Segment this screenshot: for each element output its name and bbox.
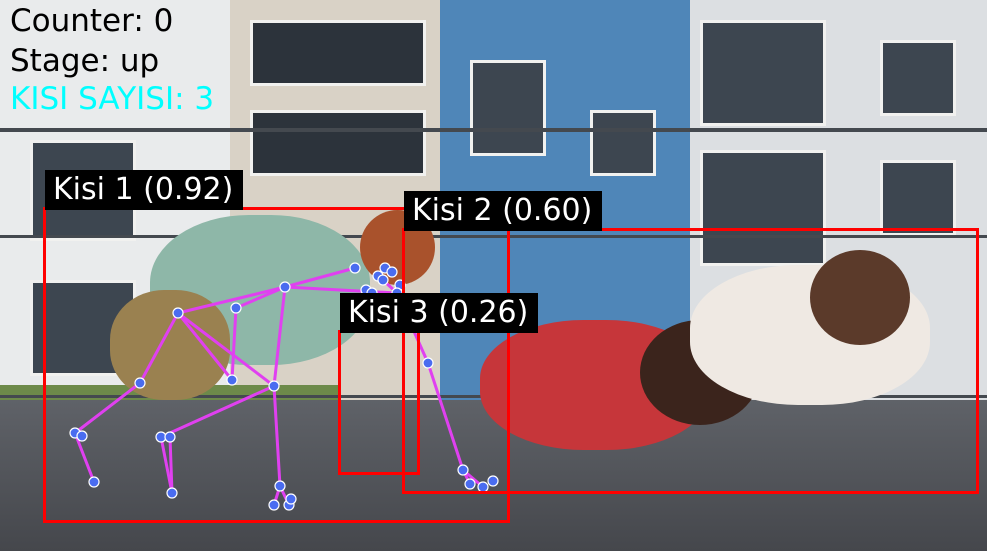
detection-label-3: Kisi 3 (0.26) [340, 293, 539, 333]
stage-label: Stage: [10, 43, 111, 79]
window [590, 110, 656, 176]
window [250, 110, 426, 176]
keypoint-head4 [377, 274, 389, 286]
skeleton-limb [426, 361, 465, 472]
people-count-value: 3 [194, 81, 215, 117]
window [880, 40, 956, 116]
detection-box-2 [402, 228, 979, 494]
keypoint-wrR4 [487, 475, 499, 487]
keypoint-knL [134, 377, 146, 389]
stage-value: up [119, 43, 160, 79]
skeleton-limb [283, 266, 357, 289]
person-1-shorts [110, 290, 230, 400]
counter-value: 0 [153, 3, 174, 39]
detection-box-3 [338, 330, 420, 475]
window [470, 60, 546, 156]
stage-readout: Stage: up [10, 46, 159, 77]
people-count-readout: KISI SAYISI: 3 [10, 84, 214, 115]
keypoint-wrR [457, 464, 469, 476]
fence-rail [0, 235, 987, 238]
window [880, 160, 956, 236]
skeleton-limb [176, 311, 234, 382]
counter-readout: Counter: 0 [10, 6, 173, 37]
keypoint-eyeR [386, 266, 398, 278]
fence-rail [0, 128, 987, 132]
detection-box-1 [43, 207, 510, 523]
skeleton-limb [234, 285, 287, 310]
counter-label: Counter: [10, 3, 144, 39]
keypoint-hipL [172, 307, 184, 319]
keypoint-ftR [166, 487, 178, 499]
keypoint-hand2 [268, 499, 280, 511]
skeleton-limb [272, 384, 282, 488]
window [700, 150, 826, 266]
keypoint-hand4 [285, 493, 297, 505]
skeleton-limb [73, 431, 96, 484]
people-count-label: KISI SAYISI: [10, 81, 185, 117]
keypoint-ftL [88, 476, 100, 488]
keypoint-ftL2 [76, 430, 88, 442]
keypoint-anR [164, 431, 176, 443]
skeleton-limb [73, 381, 142, 435]
skeleton-limb [159, 435, 174, 495]
keypoint-elR [422, 357, 434, 369]
keypoint-hand1 [274, 480, 286, 492]
keypoint-elL [230, 302, 242, 314]
skeleton-limb [159, 384, 276, 439]
keypoint-head3 [349, 262, 361, 274]
window [700, 20, 826, 126]
skeleton-limb [176, 311, 276, 388]
keypoint-wrR2 [464, 478, 476, 490]
skeleton-limb [230, 306, 238, 382]
person-3-head [810, 250, 910, 345]
keypoint-shL [279, 281, 291, 293]
window [250, 20, 426, 86]
skeleton-limb [283, 285, 399, 295]
detection-label-2: Kisi 2 (0.60) [404, 191, 603, 231]
keypoint-hipR [268, 380, 280, 392]
skeleton-limb [272, 285, 287, 388]
skeleton-limb [138, 311, 180, 385]
keypoint-wrL [226, 374, 238, 386]
skeleton-limb [176, 285, 287, 315]
detection-label-1: Kisi 1 (0.92) [45, 170, 244, 210]
